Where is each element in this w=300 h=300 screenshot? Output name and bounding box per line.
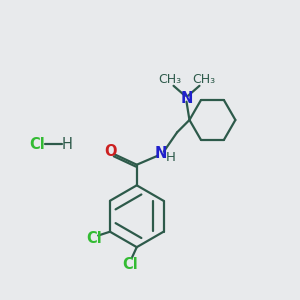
- Text: N: N: [180, 91, 193, 106]
- Text: N: N: [155, 146, 167, 161]
- Text: Cl: Cl: [86, 231, 102, 246]
- Text: H: H: [62, 136, 73, 152]
- Text: CH₃: CH₃: [193, 74, 216, 86]
- Text: Cl: Cl: [122, 257, 138, 272]
- Text: O: O: [104, 144, 117, 159]
- Text: H: H: [166, 152, 176, 164]
- Text: CH₃: CH₃: [158, 74, 181, 86]
- Text: Cl: Cl: [29, 136, 44, 152]
